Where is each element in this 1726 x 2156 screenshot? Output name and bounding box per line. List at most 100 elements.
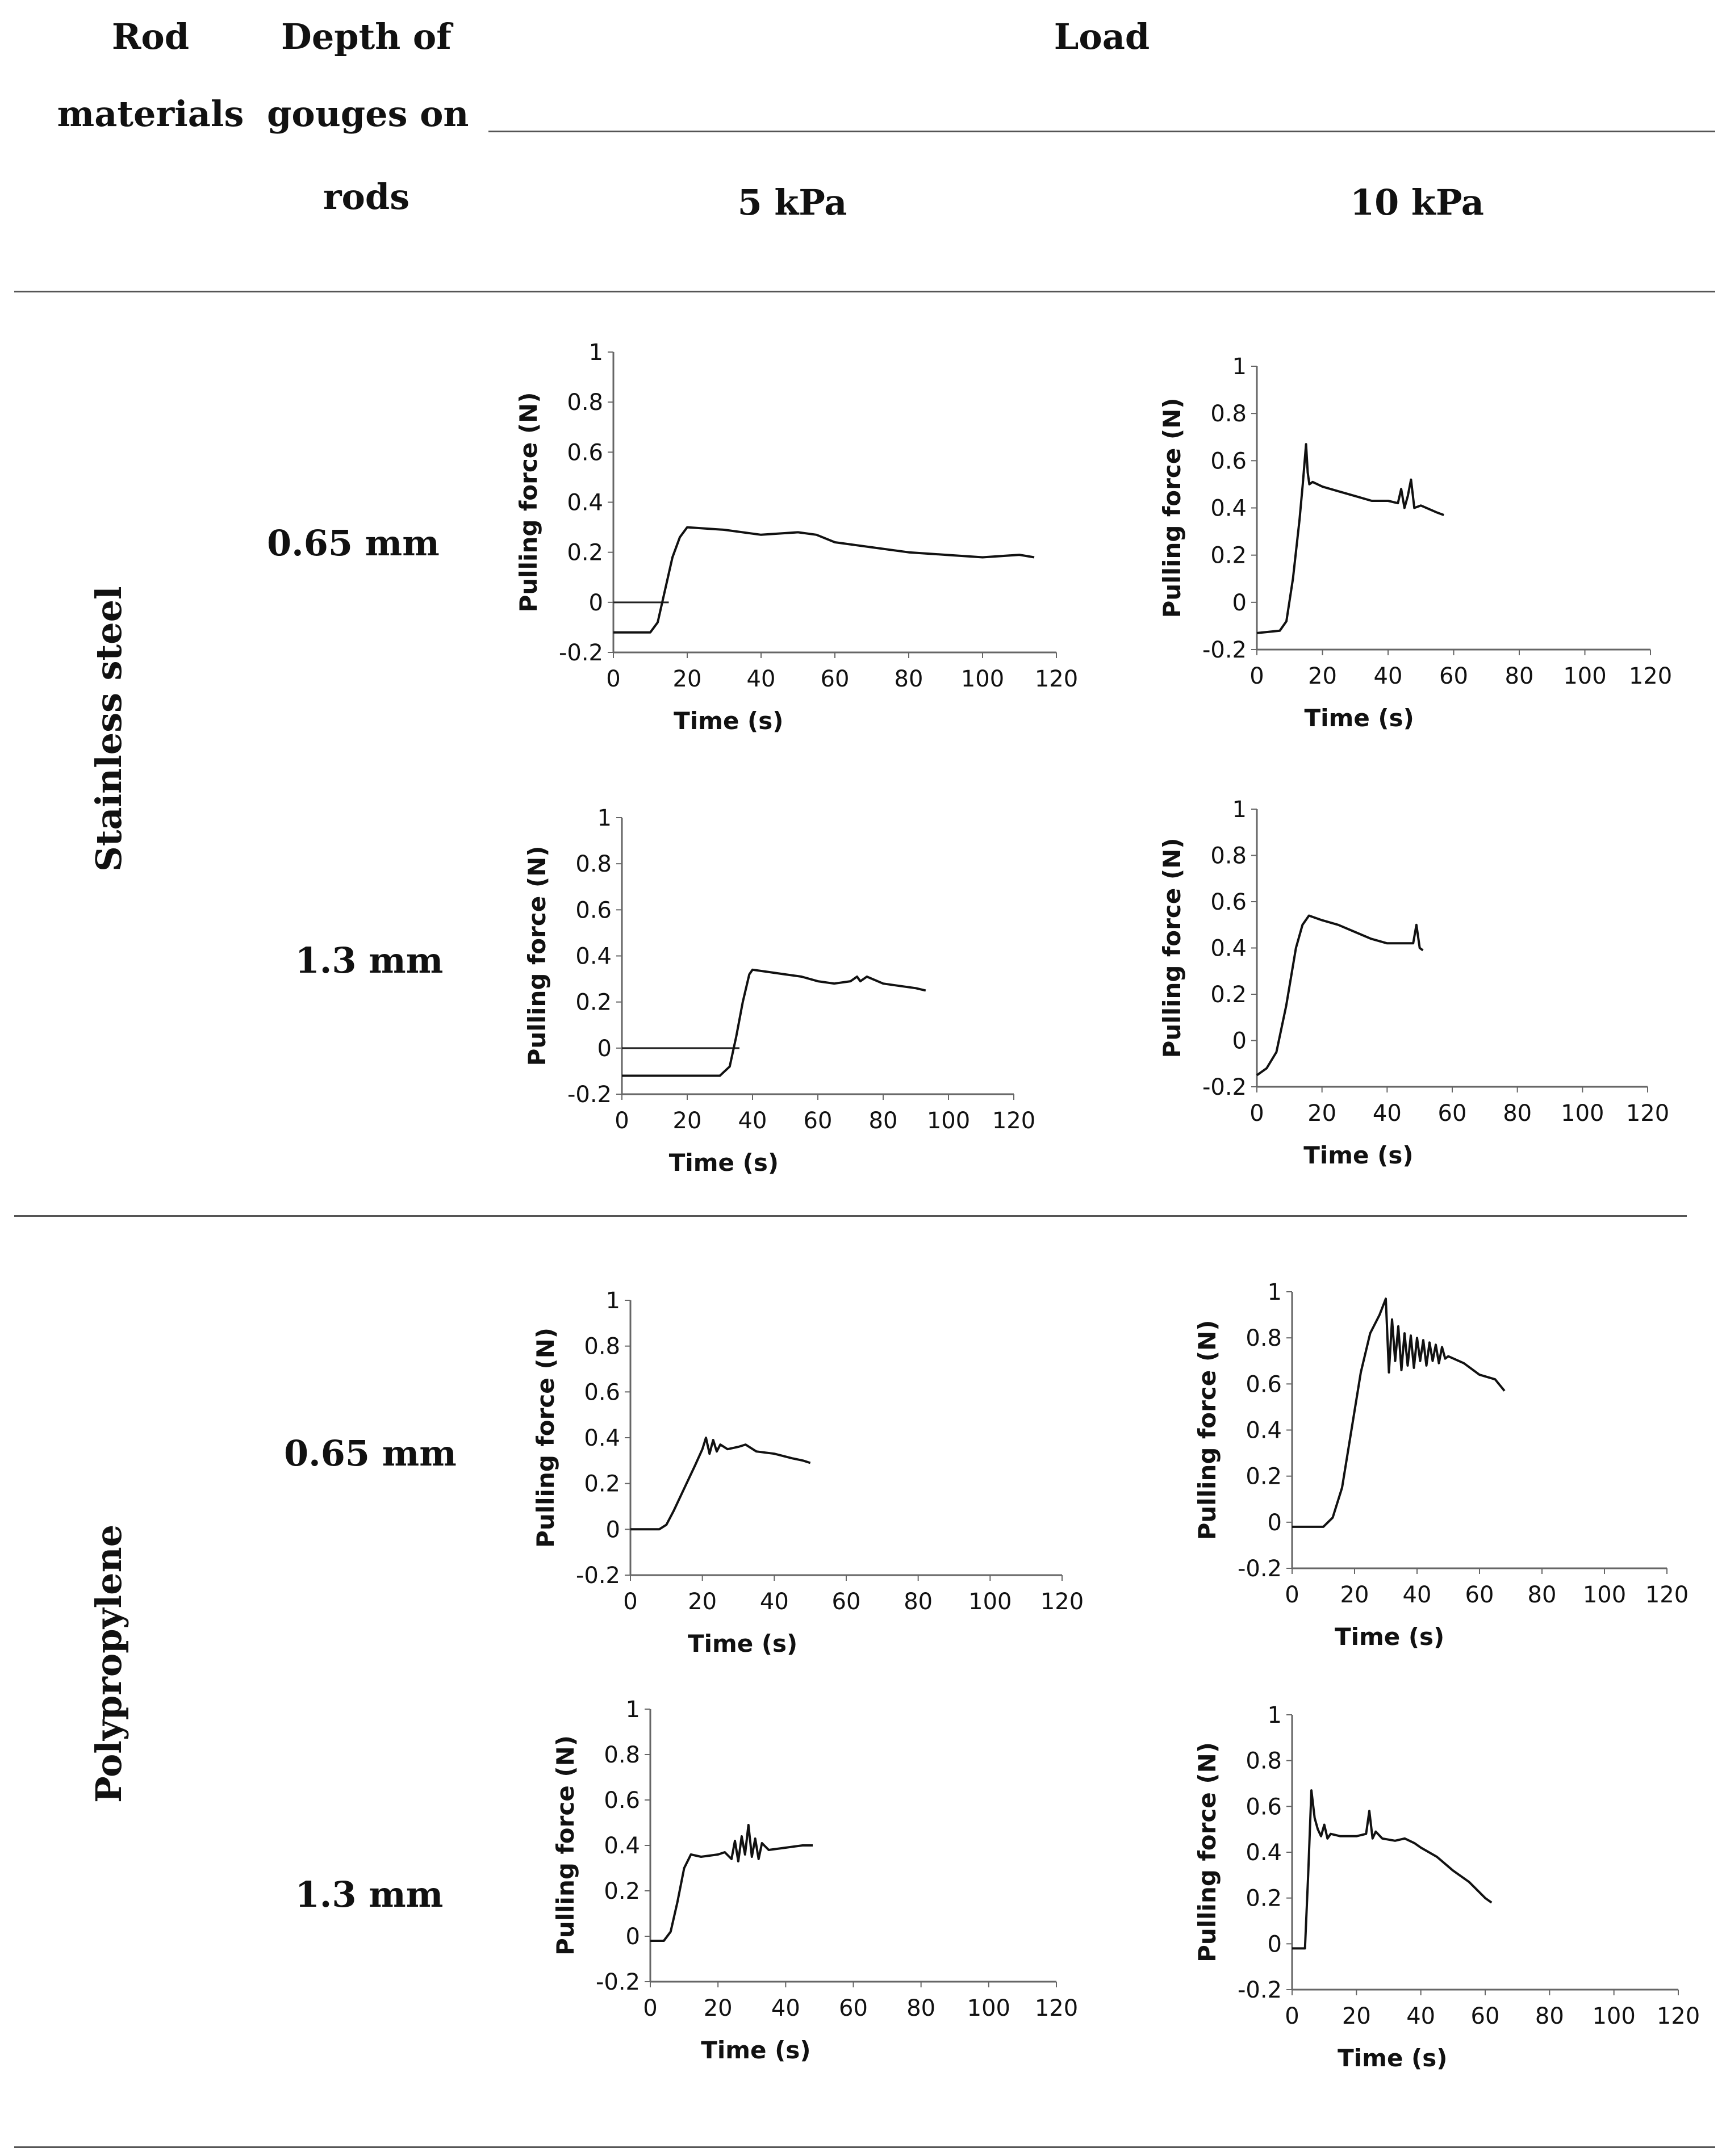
x-axis-label: Time (s) — [674, 707, 783, 735]
x-tick-label: 60 — [1438, 1100, 1467, 1127]
y-tick-label: 0.8 — [567, 390, 603, 416]
y-tick-label: 0 — [589, 590, 603, 616]
y-tick-label: 0.2 — [1210, 982, 1247, 1008]
x-tick-label: 20 — [673, 1108, 702, 1134]
y-tick-label: 1 — [1232, 354, 1247, 380]
x-tick-label: 100 — [968, 1589, 1012, 1615]
y-tick-label: 0.4 — [1246, 1840, 1282, 1866]
x-tick-label: 80 — [906, 1995, 935, 2021]
x-tick-label: 40 — [760, 1589, 789, 1615]
header-rod-materials-line1: Rod — [111, 16, 190, 57]
x-axis-label: Time (s) — [1335, 1623, 1444, 1651]
x-tick-label: 100 — [1561, 1100, 1604, 1127]
x-tick-label: 0 — [1285, 1582, 1299, 1608]
x-tick-label: 20 — [1308, 663, 1337, 689]
y-tick-label: 0.2 — [1246, 1464, 1282, 1490]
x-tick-label: 80 — [869, 1108, 898, 1134]
y-tick-label: 0.2 — [584, 1471, 620, 1497]
x-axis-label: Time (s) — [1303, 1141, 1413, 1169]
x-tick-label: 80 — [895, 666, 923, 692]
series-line — [630, 1437, 811, 1531]
y-axis-label: Pulling force (N) — [1193, 1320, 1221, 1540]
load-underline-rule — [488, 131, 1715, 132]
x-tick-label: 40 — [1373, 1100, 1402, 1127]
y-tick-label: 0.6 — [1246, 1371, 1282, 1397]
x-tick-label: 120 — [1035, 1995, 1078, 2021]
series-line — [650, 1824, 813, 1942]
x-tick-label: 40 — [771, 1995, 800, 2021]
y-tick-label: 1 — [589, 340, 603, 366]
y-tick-label: 0.8 — [1246, 1748, 1282, 1774]
y-tick-label: 0.8 — [1210, 401, 1247, 427]
x-tick-label: 80 — [904, 1589, 933, 1615]
y-tick-label: 0.2 — [604, 1878, 640, 1904]
depth-ss-13: 1.3 mm — [295, 940, 444, 981]
x-tick-label: 60 — [804, 1108, 833, 1134]
x-axis-label: Time (s) — [688, 1630, 797, 1657]
x-tick-label: 60 — [832, 1589, 861, 1615]
y-tick-label: 0.6 — [604, 1787, 640, 1814]
y-tick-label: 0.8 — [584, 1334, 620, 1360]
y-axis-label: Pulling force (N) — [551, 1735, 579, 1956]
y-axis-label: Pulling force (N) — [532, 1328, 559, 1548]
x-tick-label: 20 — [673, 666, 702, 692]
x-tick-label: 100 — [927, 1108, 970, 1134]
y-tick-label: 0.4 — [604, 1833, 640, 1859]
x-tick-label: 80 — [1535, 2003, 1564, 2029]
x-tick-label: 80 — [1528, 1582, 1557, 1608]
y-tick-label: 0.4 — [567, 490, 603, 516]
x-tick-label: 100 — [1583, 1582, 1626, 1608]
x-tick-label: 0 — [1249, 663, 1264, 689]
y-tick-label: 0.6 — [1210, 448, 1247, 474]
header-bottom-rule — [14, 291, 1715, 292]
y-tick-label: 1 — [1268, 1279, 1282, 1305]
x-tick-label: 0 — [1249, 1100, 1264, 1127]
y-tick-label: 0 — [606, 1517, 620, 1543]
depth-ss-065: 0.65 mm — [267, 522, 440, 564]
y-tick-label: 1 — [626, 1697, 640, 1723]
x-axis-label: Time (s) — [1338, 2044, 1447, 2072]
x-tick-label: 0 — [643, 1995, 657, 2021]
x-tick-label: 120 — [1645, 1582, 1689, 1608]
y-tick-label: 0.8 — [575, 851, 612, 877]
y-tick-label: 0.6 — [567, 439, 603, 466]
y-tick-label: 0.6 — [1246, 1794, 1282, 1820]
x-tick-label: 80 — [1503, 1100, 1532, 1127]
y-tick-label: 0.6 — [575, 897, 612, 923]
y-tick-label: 0.2 — [567, 540, 603, 566]
y-tick-label: -0.2 — [1238, 1556, 1282, 1582]
depth-pp-13: 1.3 mm — [295, 1874, 444, 1915]
series-line — [622, 968, 926, 1077]
y-tick-label: -0.2 — [596, 1969, 640, 1995]
x-tick-label: 60 — [821, 666, 850, 692]
y-axis-label: Pulling force (N) — [515, 392, 542, 613]
x-tick-label: 20 — [688, 1589, 717, 1615]
x-tick-label: 80 — [1505, 663, 1534, 689]
x-tick-label: 20 — [704, 1995, 733, 2021]
y-tick-label: 1 — [1268, 1702, 1282, 1728]
x-tick-label: 100 — [1563, 663, 1606, 689]
x-axis-label: Time (s) — [669, 1149, 779, 1177]
y-tick-label: 1 — [606, 1288, 620, 1314]
y-tick-label: 0.2 — [1246, 1886, 1282, 1912]
y-axis-label: Pulling force (N) — [523, 846, 551, 1066]
header-depth-line1: Depth of — [281, 16, 452, 57]
x-tick-label: 120 — [1657, 2003, 1700, 2029]
y-tick-label: -0.2 — [1202, 637, 1247, 663]
x-tick-label: 100 — [961, 666, 1004, 692]
x-tick-label: 100 — [967, 1995, 1010, 2021]
x-tick-label: 120 — [1629, 663, 1672, 689]
y-tick-label: 0.4 — [575, 944, 612, 970]
x-tick-label: 60 — [1465, 1582, 1494, 1608]
x-tick-label: 0 — [623, 1589, 637, 1615]
x-tick-label: 40 — [738, 1108, 767, 1134]
x-tick-label: 40 — [747, 666, 776, 692]
x-axis-label: Time (s) — [1305, 704, 1414, 732]
x-tick-label: 60 — [839, 1995, 868, 2021]
